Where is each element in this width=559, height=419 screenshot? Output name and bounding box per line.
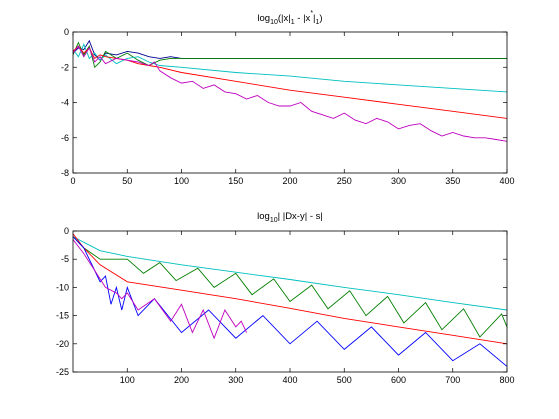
- x-tick-label: 400: [499, 176, 514, 186]
- title-part: 10: [270, 217, 278, 224]
- x-tick-label: 400: [282, 375, 297, 385]
- title-part: ): [319, 13, 322, 24]
- x-tick-label: 100: [120, 375, 135, 385]
- series-line-1: [73, 39, 507, 61]
- chart-title: log10(|x|1 - |x*|1): [257, 10, 322, 26]
- y-tick-label: -8: [61, 168, 69, 178]
- title-part: 1: [316, 19, 320, 26]
- title-part: log: [257, 211, 270, 222]
- y-tick-label: -2: [61, 62, 69, 72]
- title-part: (|x|: [278, 13, 291, 24]
- x-tick-label: 200: [174, 375, 189, 385]
- y-tick-label: -15: [56, 311, 69, 321]
- y-tick-label: -6: [61, 133, 69, 143]
- series-line-3: [73, 233, 507, 345]
- y-tick-label: 0: [64, 226, 69, 236]
- y-tick-label: -20: [56, 339, 69, 349]
- x-tick-label: 600: [391, 375, 406, 385]
- y-tick-label: -25: [56, 367, 69, 377]
- plot-area: [73, 233, 507, 367]
- series-line-5: [73, 239, 248, 340]
- series-line-5: [73, 45, 507, 142]
- title-part: log: [257, 13, 270, 24]
- x-tick-label: 0: [70, 176, 75, 186]
- series-line-2: [73, 236, 507, 338]
- x-tick-label: 700: [445, 375, 460, 385]
- x-tick-label: 500: [337, 375, 352, 385]
- title-part: 10: [270, 19, 278, 26]
- x-tick-label: 800: [499, 375, 514, 385]
- y-tick-label: -10: [56, 282, 69, 292]
- y-tick-label: -5: [61, 254, 69, 264]
- chart-title: log10| |Dx-y| - s|: [257, 211, 323, 224]
- x-tick-label: 50: [122, 176, 132, 186]
- series-line-1: [73, 236, 507, 311]
- series-line-4: [73, 236, 507, 367]
- title-part: |: [313, 13, 315, 24]
- series-line-3: [73, 43, 507, 93]
- x-tick-label: 350: [445, 176, 460, 186]
- x-tick-label: 300: [228, 375, 243, 385]
- x-tick-label: 300: [391, 176, 406, 186]
- x-tick-label: 200: [282, 176, 297, 186]
- title-part: | |Dx-y| - s|: [278, 211, 323, 222]
- title-part: - |x: [295, 13, 311, 24]
- y-tick-label: 0: [64, 27, 69, 37]
- chart-1: log10(|x|1 - |x*|1)0 50 100 150 200 250 300 350…: [61, 10, 515, 186]
- x-tick-label: 150: [228, 176, 243, 186]
- title-part: 1: [291, 19, 295, 26]
- chart-2: log10| |Dx-y| - s|100 200 300 400 500 600 700 8…: [56, 211, 515, 385]
- title-part: *: [310, 10, 313, 17]
- plot-area: [73, 39, 507, 142]
- x-tick-label: 100: [174, 176, 189, 186]
- x-tick-label: 250: [337, 176, 352, 186]
- y-tick-label: -4: [61, 98, 69, 108]
